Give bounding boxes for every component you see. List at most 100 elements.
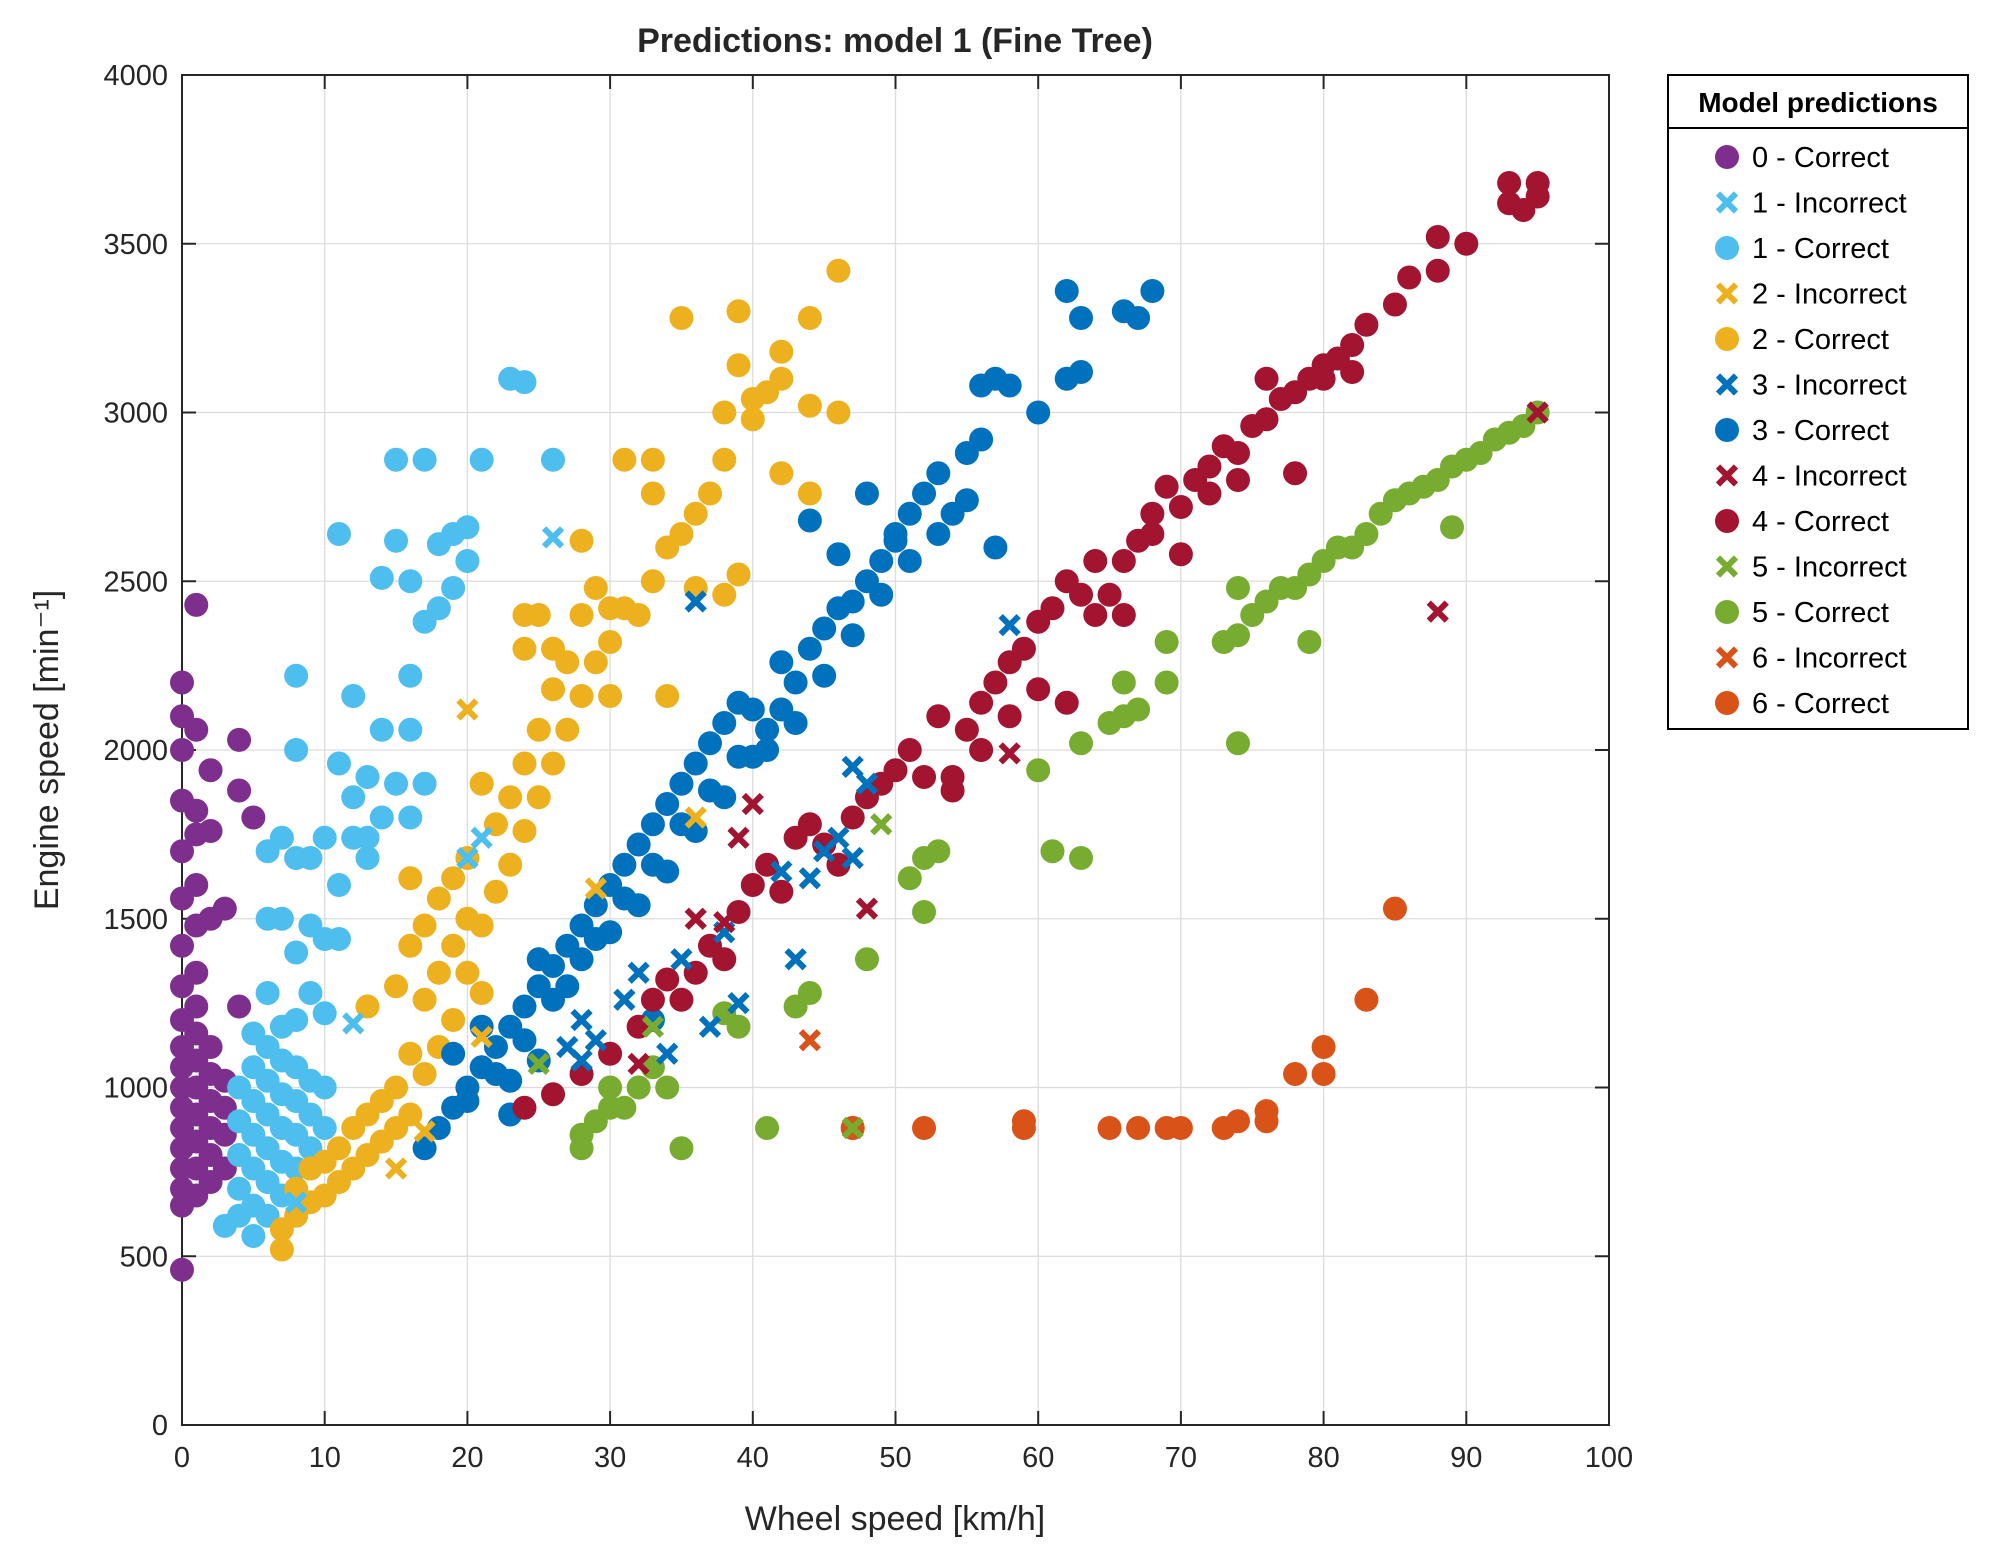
data-point — [1140, 279, 1165, 303]
data-point — [1354, 312, 1379, 337]
data-point — [269, 1237, 294, 1262]
data-point — [184, 873, 209, 897]
legend-label: 2 - Correct — [1752, 324, 1889, 356]
data-point — [698, 1015, 722, 1038]
data-point — [812, 663, 837, 688]
data-point — [541, 526, 565, 549]
series-5-incorrect — [527, 813, 893, 1140]
data-point — [384, 1075, 409, 1100]
data-point — [469, 981, 494, 1005]
data-point — [1069, 846, 1094, 870]
x-tick-label: 30 — [594, 1442, 626, 1474]
data-point — [840, 805, 865, 830]
data-point — [1040, 596, 1065, 621]
legend-title: Model predictions — [1698, 87, 1938, 118]
legend-item: 1 - Correct — [1715, 233, 1889, 265]
data-point — [298, 981, 323, 1005]
data-point — [713, 911, 736, 934]
legend-label: 6 - Correct — [1752, 688, 1889, 720]
data-point — [1311, 366, 1336, 391]
data-point — [1054, 690, 1079, 715]
x-tick-label: 90 — [1450, 1442, 1482, 1474]
data-point — [783, 711, 808, 735]
data-point — [656, 1042, 679, 1065]
legend-item: 3 - Correct — [1715, 415, 1889, 447]
grid — [181, 74, 1610, 1426]
data-point — [1225, 623, 1250, 648]
data-point — [940, 765, 965, 789]
data-point — [1069, 582, 1094, 607]
data-point — [441, 1041, 466, 1066]
legend-item: 2 - Incorrect — [1715, 279, 1907, 311]
data-point — [483, 879, 508, 904]
data-point — [826, 400, 851, 425]
data-point — [797, 812, 822, 837]
data-point — [241, 1224, 266, 1248]
data-point — [1440, 515, 1465, 540]
legend-marker — [1715, 191, 1739, 214]
legend-label: 2 - Incorrect — [1752, 279, 1907, 311]
data-point — [598, 630, 623, 654]
data-point — [997, 704, 1022, 729]
data-point — [983, 670, 1008, 695]
data-point — [1225, 576, 1250, 600]
data-point — [755, 852, 780, 877]
series-4-correct — [512, 171, 1550, 1120]
data-point — [227, 1176, 252, 1201]
data-point — [1083, 603, 1108, 627]
data-point — [926, 704, 951, 729]
data-point — [384, 447, 409, 472]
data-point — [284, 1008, 309, 1032]
data-point — [1069, 731, 1094, 756]
data-point — [555, 717, 580, 742]
data-point — [526, 603, 551, 627]
data-point — [384, 528, 409, 553]
data-point — [1254, 1099, 1279, 1124]
data-point — [285, 1191, 308, 1214]
data-point — [512, 819, 537, 843]
data-point — [326, 522, 351, 546]
data-point — [797, 636, 822, 661]
data-point — [1168, 495, 1193, 519]
data-point — [755, 1116, 780, 1140]
data-point — [627, 1052, 650, 1075]
data-point — [640, 569, 665, 594]
data-point — [412, 771, 437, 796]
data-point — [683, 501, 708, 526]
data-point — [727, 826, 750, 849]
data-point — [1225, 1109, 1250, 1134]
data-point — [1154, 670, 1179, 695]
data-point — [342, 1012, 365, 1035]
data-point — [640, 481, 665, 506]
data-point — [541, 1082, 566, 1107]
data-point — [826, 258, 851, 283]
data-point — [797, 393, 822, 418]
data-point — [841, 1116, 864, 1140]
data-point — [526, 947, 551, 972]
data-point — [626, 603, 651, 627]
data-point — [769, 366, 794, 391]
data-point — [769, 879, 794, 904]
series-3-incorrect — [556, 590, 1021, 1072]
data-point — [827, 826, 850, 849]
data-point — [1069, 360, 1094, 384]
data-point — [570, 1008, 593, 1032]
data-point — [198, 819, 223, 843]
data-point — [312, 1075, 337, 1100]
data-point — [569, 947, 594, 972]
data-point — [170, 670, 194, 695]
data-point — [613, 988, 636, 1011]
data-point — [869, 549, 894, 573]
data-point — [570, 1049, 593, 1072]
data-point — [498, 1068, 523, 1093]
data-point — [398, 1102, 423, 1127]
data-point — [1397, 265, 1422, 290]
legend-marker — [1715, 555, 1739, 578]
data-point — [1426, 600, 1449, 623]
data-point — [897, 501, 922, 526]
data-point — [797, 306, 822, 330]
data-point — [355, 994, 380, 1019]
data-point — [470, 826, 493, 849]
x-tick-label: 80 — [1307, 1442, 1339, 1474]
